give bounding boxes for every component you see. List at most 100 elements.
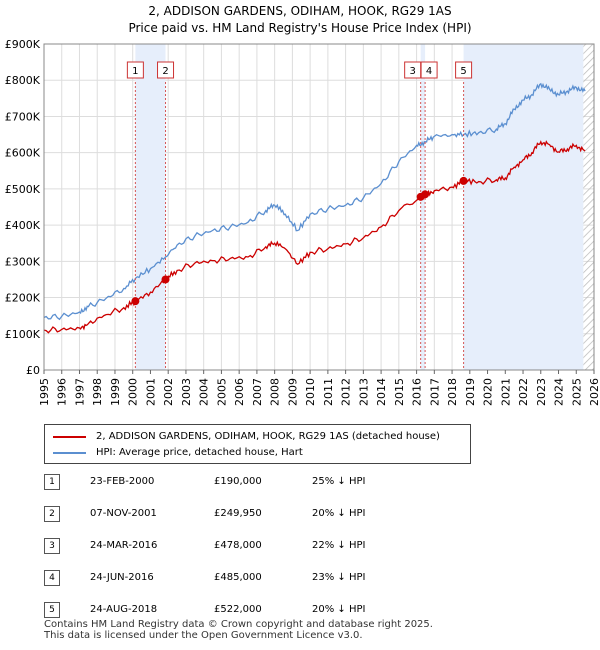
x-tick-label: 2017 bbox=[428, 378, 441, 406]
property-line-swatch bbox=[53, 435, 86, 438]
y-tick-label: £300K bbox=[5, 255, 41, 268]
sale-point bbox=[131, 297, 140, 306]
hpi-line bbox=[44, 82, 586, 321]
x-tick-label: 2025 bbox=[570, 378, 583, 406]
sale-number: 5 bbox=[44, 602, 60, 618]
x-tick-label: 2008 bbox=[269, 378, 282, 406]
sale-date: 07-NOV-2001 bbox=[90, 508, 157, 519]
sale-label: 2 bbox=[162, 66, 168, 77]
x-tick-label: 2020 bbox=[482, 378, 495, 406]
x-axis-ticks: 1995 1996 1997 1998 1999 2000 2001 2002 2003 2004… bbox=[38, 370, 600, 406]
sale-point bbox=[421, 190, 430, 199]
x-tick-label: 2015 bbox=[393, 378, 406, 406]
legend-item-property: 2, ADDISON GARDENS, ODIHAM, HOOK, RG29 1… bbox=[53, 431, 440, 442]
sale-label-box bbox=[157, 61, 175, 79]
sale-label: 4 bbox=[426, 66, 432, 77]
sale-price: £249,950 bbox=[214, 508, 262, 519]
x-tick-label: 2001 bbox=[144, 378, 157, 406]
chart-title: 2, ADDISON GARDENS, ODIHAM, HOOK, RG29 1… bbox=[148, 4, 451, 18]
table-row: 4 24-JUN-2016 £485,000 23% ↓ HPI bbox=[44, 570, 464, 586]
x-tick-label: 2018 bbox=[446, 378, 459, 406]
sale-shading bbox=[135, 44, 594, 370]
sale-price: £522,000 bbox=[214, 604, 262, 615]
hpi-line-swatch bbox=[53, 451, 86, 454]
x-tick-label: 2023 bbox=[535, 378, 548, 406]
property-price-line bbox=[44, 140, 586, 334]
x-tick-label: 2014 bbox=[375, 378, 388, 406]
price-chart: 2, ADDISON GARDENS, ODIHAM, HOOK, RG29 1… bbox=[5, 4, 600, 406]
y-tick-label: £100K bbox=[5, 328, 41, 341]
licence-line: This data is licensed under the Open Gov… bbox=[44, 630, 363, 641]
future-hatch bbox=[583, 44, 594, 370]
x-tick-label: 2011 bbox=[322, 378, 335, 406]
sale-label-box bbox=[455, 61, 473, 79]
x-tick-label: 2009 bbox=[286, 378, 299, 406]
chart-subtitle: Price paid vs. HM Land Registry's House … bbox=[128, 21, 471, 35]
sale-point bbox=[459, 176, 468, 185]
sale-label-box bbox=[420, 61, 438, 79]
x-tick-label: 2004 bbox=[198, 378, 211, 406]
y-tick-label: £0 bbox=[26, 364, 40, 377]
y-axis-ticks: £0 £100K £200K £300K £400K £500K £600K £700K £80… bbox=[5, 38, 41, 377]
attribution: Contains HM Land Registry data © Crown c… bbox=[44, 619, 433, 641]
sale-point bbox=[161, 275, 170, 284]
sale-period-shade bbox=[135, 44, 166, 370]
x-tick-label: 2007 bbox=[251, 378, 264, 406]
sale-label: 5 bbox=[460, 66, 466, 77]
legend: 2, ADDISON GARDENS, ODIHAM, HOOK, RG29 1… bbox=[44, 424, 471, 464]
sale-date: 23-FEB-2000 bbox=[90, 476, 155, 487]
sale-hpi-delta: 20% ↓ HPI bbox=[312, 604, 366, 615]
sale-label-box bbox=[126, 61, 144, 79]
sale-number: 3 bbox=[44, 538, 60, 554]
sale-hpi-delta: 22% ↓ HPI bbox=[312, 540, 366, 551]
y-tick-label: £500K bbox=[5, 183, 41, 196]
y-tick-label: £700K bbox=[5, 110, 41, 123]
legend-hpi-label: HPI: Average price, detached house, Hart bbox=[96, 447, 303, 458]
copyright-line: Contains HM Land Registry data © Crown c… bbox=[44, 619, 433, 630]
sale-period-shade bbox=[420, 44, 426, 370]
sale-hpi-delta: 23% ↓ HPI bbox=[312, 572, 366, 583]
x-tick-label: 2013 bbox=[357, 378, 370, 406]
x-tick-label: 2010 bbox=[304, 378, 317, 406]
y-tick-label: £400K bbox=[5, 219, 41, 232]
x-tick-label: 2012 bbox=[340, 378, 353, 406]
table-row: 1 23-FEB-2000 £190,000 25% ↓ HPI bbox=[44, 474, 464, 490]
x-tick-label: 1995 bbox=[38, 378, 51, 406]
x-tick-label: 2016 bbox=[411, 378, 424, 406]
x-tick-label: 1998 bbox=[91, 378, 104, 406]
sale-label: 3 bbox=[409, 66, 415, 77]
sale-hpi-delta: 25% ↓ HPI bbox=[312, 476, 366, 487]
table-row: 5 24-AUG-2018 £522,000 20% ↓ HPI bbox=[44, 602, 464, 618]
sale-price: £190,000 bbox=[214, 476, 262, 487]
sale-hpi-delta: 20% ↓ HPI bbox=[312, 508, 366, 519]
y-tick-label: £800K bbox=[5, 74, 41, 87]
sale-number: 2 bbox=[44, 506, 60, 522]
legend-item-hpi: HPI: Average price, detached house, Hart bbox=[53, 447, 303, 458]
x-tick-label: 1996 bbox=[56, 378, 69, 406]
x-tick-label: 1999 bbox=[109, 378, 122, 406]
sale-number: 4 bbox=[44, 570, 60, 586]
sale-price: £485,000 bbox=[214, 572, 262, 583]
x-tick-label: 2000 bbox=[127, 378, 140, 406]
x-tick-label: 2005 bbox=[215, 378, 228, 406]
legend-property-label: 2, ADDISON GARDENS, ODIHAM, HOOK, RG29 1… bbox=[96, 431, 440, 442]
sale-label: 1 bbox=[132, 66, 138, 77]
y-tick-label: £900K bbox=[5, 38, 41, 51]
table-row: 3 24-MAR-2016 £478,000 22% ↓ HPI bbox=[44, 538, 464, 554]
x-tick-label: 2024 bbox=[553, 378, 566, 406]
sale-period-shade bbox=[463, 44, 584, 370]
sale-number: 1 bbox=[44, 474, 60, 490]
y-tick-label: £600K bbox=[5, 147, 41, 160]
series bbox=[44, 82, 586, 334]
plot-frame bbox=[43, 43, 595, 371]
x-tick-label: 2006 bbox=[233, 378, 246, 406]
x-tick-label: 2021 bbox=[499, 378, 512, 406]
table-row: 2 07-NOV-2001 £249,950 20% ↓ HPI bbox=[44, 506, 464, 522]
sale-price: £478,000 bbox=[214, 540, 262, 551]
x-tick-label: 2003 bbox=[180, 378, 193, 406]
sale-date: 24-JUN-2016 bbox=[90, 572, 154, 583]
x-tick-label: 2002 bbox=[162, 378, 175, 406]
sale-date: 24-MAR-2016 bbox=[90, 540, 158, 551]
y-tick-label: £200K bbox=[5, 292, 41, 305]
